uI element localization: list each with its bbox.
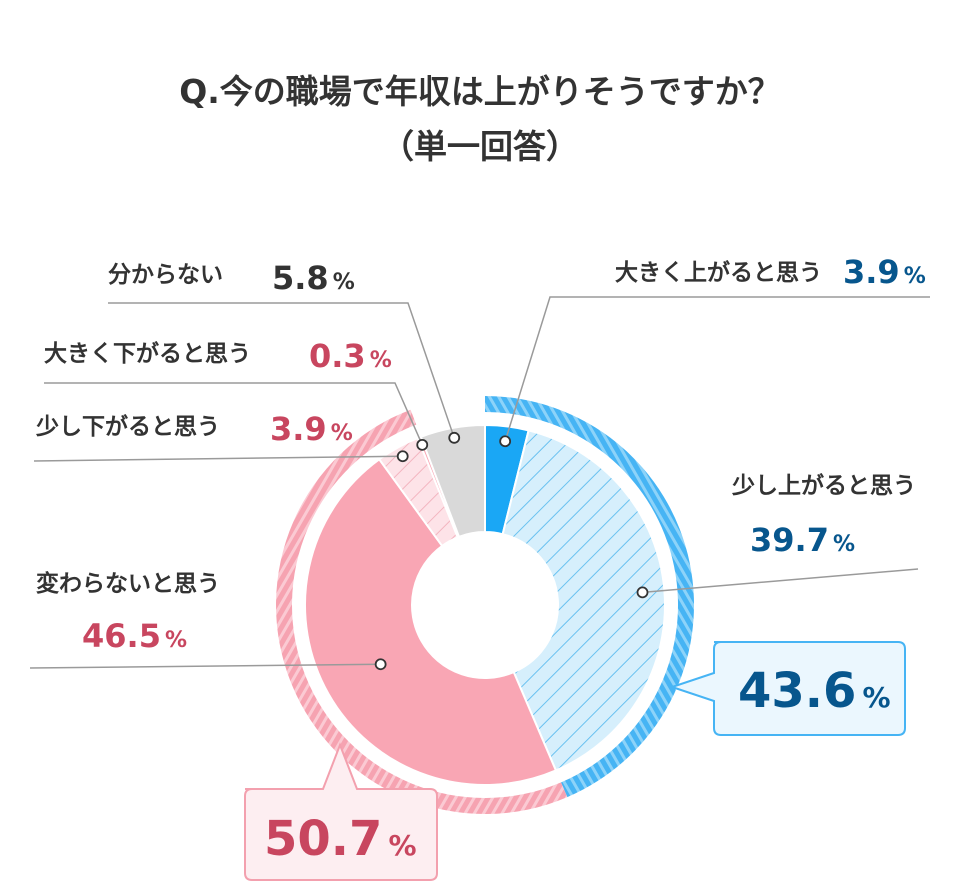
chart-title-line2: （単一回答） (381, 127, 579, 166)
chart-title-line1: Q.今の職場で年収は上がりそうですか？ (179, 72, 781, 111)
callout-increase-value: 43.6% (738, 663, 891, 719)
callout-increase-box (668, 641, 906, 736)
leader-line-large-increase (504, 296, 930, 442)
leader-line-no-change (29, 663, 381, 669)
leader-line-unknown (108, 302, 455, 439)
slice-label-large-decrease: 大きく下がると思う (44, 340, 251, 367)
callout-nonincrease-total: 50.7% (244, 742, 438, 881)
leader-line-slight-decrease (33, 455, 403, 462)
leader-dot-large-decrease (416, 438, 429, 451)
callout-nonincrease-value: 50.7% (264, 811, 417, 867)
leader-line-slight-increase (642, 568, 919, 594)
callout-nonincrease-box (244, 742, 438, 881)
slice-value-large-decrease: 0.3% (309, 337, 392, 375)
slice-value-no-change: 46.5% (82, 617, 187, 655)
callout-increase-total: 43.6% (668, 641, 906, 736)
leader-dot-slight-increase (636, 586, 649, 599)
leader-lines (29, 296, 930, 671)
slice-value-slight-decrease: 3.9% (270, 410, 353, 448)
slice-label-large-increase: 大きく上がると思う (615, 259, 822, 286)
donut-hole (412, 532, 558, 678)
separator-ring (297, 417, 673, 793)
slice-value-large-increase: 3.9% (843, 253, 926, 291)
slice-label-unknown: 分からない (108, 262, 223, 288)
slice-value-unknown: 5.8% (272, 259, 355, 297)
donut-slices (297, 417, 673, 793)
slice-label-no-change: 変わらないと思う (36, 570, 220, 597)
leader-dot-unknown (448, 431, 461, 444)
leader-dot-no-change (374, 658, 387, 671)
leader-line-large-decrease (44, 382, 423, 446)
slice-label-slight-increase: 少し上がると思う (731, 472, 916, 499)
slice-value-slight-increase: 39.7% (750, 521, 855, 559)
slice-label-slight-decrease: 少し下がると思う (35, 413, 220, 440)
leader-dot-large-increase (499, 435, 512, 448)
leader-dot-slight-decrease (396, 450, 409, 463)
